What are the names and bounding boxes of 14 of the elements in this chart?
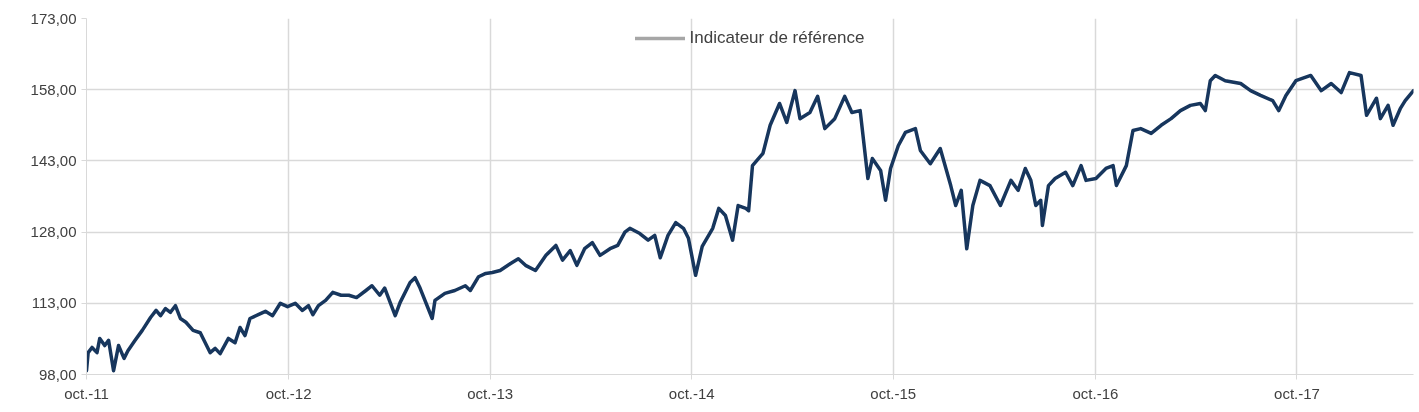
x-tick-label: oct.-12 xyxy=(265,384,312,402)
y-tick-label: 113,00 xyxy=(31,294,77,312)
y-tick-label: 158,00 xyxy=(30,80,77,98)
x-tick-label: oct.-16 xyxy=(1072,384,1119,402)
legend-label: Indicateur de référence xyxy=(689,28,865,48)
y-tick-label: 128,00 xyxy=(30,223,77,241)
x-tick-label: oct.-17 xyxy=(1274,384,1320,402)
x-tick-label: oct.-15 xyxy=(870,384,917,402)
y-tick-label: 173,00 xyxy=(30,9,77,27)
x-tick-label: oct.-13 xyxy=(467,384,514,402)
y-tick-label: 143,00 xyxy=(30,151,77,169)
x-tick-label: oct.-14 xyxy=(668,384,715,402)
y-tick-label: 98,00 xyxy=(38,365,77,383)
x-tick-label: oct.-11 xyxy=(64,384,109,402)
